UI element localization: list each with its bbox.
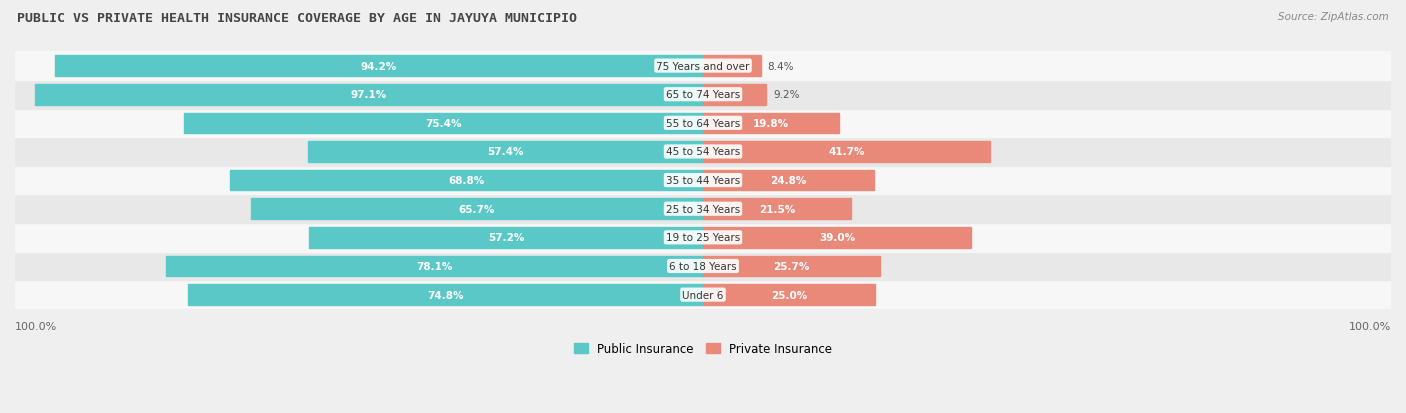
Text: 25.0%: 25.0% [770,290,807,300]
Text: 39.0%: 39.0% [820,233,855,243]
Bar [188,285,703,305]
Text: 97.1%: 97.1% [352,90,387,100]
Text: 100.0%: 100.0% [1348,321,1391,331]
Bar [703,142,990,162]
Text: 55 to 64 Years: 55 to 64 Years [666,119,740,128]
Text: 45 to 54 Years: 45 to 54 Years [666,147,740,157]
Text: 9.2%: 9.2% [773,90,800,100]
Text: 57.4%: 57.4% [488,147,524,157]
Bar [703,199,851,219]
Bar [184,113,703,134]
Text: 75.4%: 75.4% [426,119,463,128]
Bar [703,113,839,134]
Text: 19.8%: 19.8% [754,119,789,128]
Text: 94.2%: 94.2% [361,62,396,71]
Text: 35 to 44 Years: 35 to 44 Years [666,176,740,186]
Bar [703,228,972,248]
Text: 6 to 18 Years: 6 to 18 Years [669,261,737,271]
Bar [703,85,766,105]
Text: 68.8%: 68.8% [449,176,485,186]
Text: 74.8%: 74.8% [427,290,464,300]
Bar [229,171,703,191]
Text: 21.5%: 21.5% [759,204,794,214]
Text: 41.7%: 41.7% [828,147,865,157]
Text: Under 6: Under 6 [682,290,724,300]
Bar [15,223,1391,252]
Bar [15,138,1391,166]
Bar [15,166,1391,195]
Text: 75 Years and over: 75 Years and over [657,62,749,71]
Text: 25.7%: 25.7% [773,261,810,271]
Bar [15,252,1391,280]
Text: PUBLIC VS PRIVATE HEALTH INSURANCE COVERAGE BY AGE IN JAYUYA MUNICIPIO: PUBLIC VS PRIVATE HEALTH INSURANCE COVER… [17,12,576,25]
Bar [703,256,880,277]
Text: 8.4%: 8.4% [768,62,794,71]
Bar [35,85,703,105]
Text: 24.8%: 24.8% [770,176,807,186]
Bar [703,56,761,77]
Bar [15,109,1391,138]
Bar [15,81,1391,109]
Text: 78.1%: 78.1% [416,261,453,271]
Bar [15,195,1391,223]
Text: 100.0%: 100.0% [15,321,58,331]
Text: Source: ZipAtlas.com: Source: ZipAtlas.com [1278,12,1389,22]
Bar [15,52,1391,81]
Bar [166,256,703,277]
Text: 65.7%: 65.7% [458,204,495,214]
Text: 65 to 74 Years: 65 to 74 Years [666,90,740,100]
Legend: Public Insurance, Private Insurance: Public Insurance, Private Insurance [569,337,837,360]
Bar [252,199,703,219]
Text: 57.2%: 57.2% [488,233,524,243]
Text: 19 to 25 Years: 19 to 25 Years [666,233,740,243]
Text: 25 to 34 Years: 25 to 34 Years [666,204,740,214]
Bar [55,56,703,77]
Bar [308,142,703,162]
Bar [309,228,703,248]
Bar [703,171,873,191]
Bar [15,280,1391,309]
Bar [703,285,875,305]
